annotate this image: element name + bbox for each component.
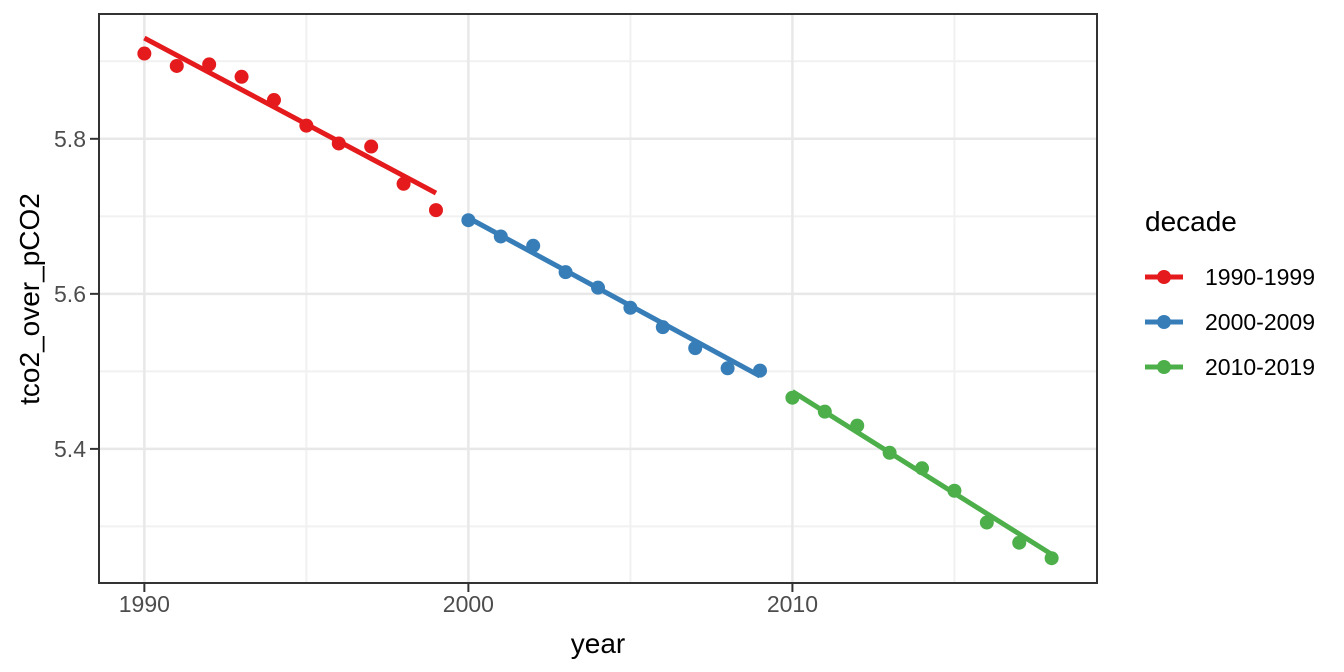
legend-item-label: 2010-2019 [1205,353,1315,380]
trend-line [143,35,438,196]
data-point [1012,535,1027,550]
legend-items: 1990-1999 2000-2009 2010-2019 [1145,262,1315,382]
legend-item-2010-2019: 2010-2019 [1145,352,1315,382]
data-point [364,139,379,154]
data-point [169,58,184,73]
y-tick-label: 5.8 [54,126,86,152]
legend: decade 1990-1999 2000-2009 [1145,206,1315,382]
data-point [137,46,152,61]
y-tick-label: 5.4 [54,436,86,462]
legend-item-label: 2000-2009 [1205,308,1315,335]
trend-line [467,215,762,379]
y-axis-title: tco2_over_pCO2 [14,193,45,405]
data-point [428,203,443,218]
legend-key-icon [1145,270,1183,284]
data-point [979,515,994,530]
legend-item-label: 1990-1999 [1205,263,1315,290]
x-tick-label: 2010 [767,591,818,617]
legend-item-1990-1999: 1990-1999 [1145,262,1315,292]
trend-line [791,389,1053,557]
y-tick-label: 5.6 [54,281,86,307]
x-tick-label: 1990 [119,591,170,617]
x-axis-title: year [570,628,626,659]
data-point [234,69,249,84]
legend-key-icon [1145,315,1183,329]
legend-title: decade [1145,206,1237,237]
panel-border [98,13,1098,584]
legend-item-2000-2009: 2000-2009 [1145,307,1315,337]
legend-key-icon [1145,360,1183,374]
x-tick-label: 2000 [443,591,494,617]
data-point [720,361,735,376]
